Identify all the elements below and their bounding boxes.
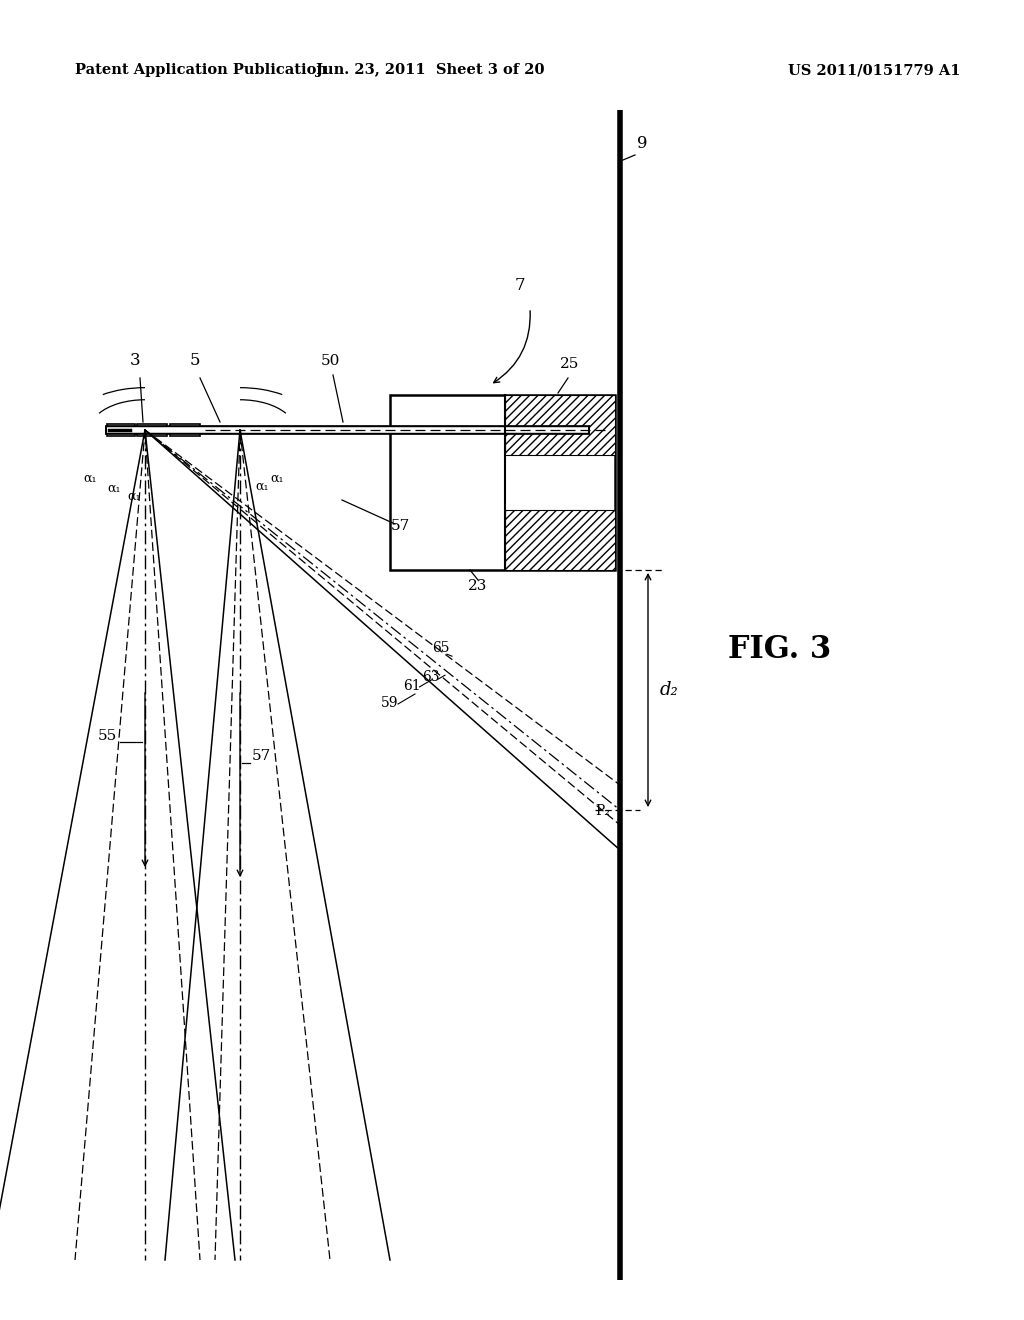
Text: 63: 63 <box>422 671 439 684</box>
Text: Jun. 23, 2011  Sheet 3 of 20: Jun. 23, 2011 Sheet 3 of 20 <box>315 63 544 77</box>
Bar <box>137 424 167 436</box>
Text: P₂: P₂ <box>595 804 610 818</box>
Text: 25: 25 <box>560 356 580 371</box>
Text: Patent Application Publication: Patent Application Publication <box>75 63 327 77</box>
Text: 57: 57 <box>390 519 410 533</box>
Text: 65: 65 <box>432 642 450 655</box>
Text: 23: 23 <box>468 579 487 593</box>
Text: 61: 61 <box>402 678 420 693</box>
Text: 55: 55 <box>97 729 117 743</box>
Text: α₁: α₁ <box>83 473 96 484</box>
Bar <box>390 395 615 570</box>
Text: d₂: d₂ <box>660 681 679 700</box>
Bar <box>106 424 135 436</box>
Text: α₁: α₁ <box>106 482 121 495</box>
Text: US 2011/0151779 A1: US 2011/0151779 A1 <box>787 63 961 77</box>
Text: 3: 3 <box>130 352 140 370</box>
Text: 50: 50 <box>321 354 340 368</box>
Text: FIG. 3: FIG. 3 <box>728 635 831 665</box>
Text: 5: 5 <box>189 352 201 370</box>
Text: α₁: α₁ <box>255 480 268 492</box>
Text: α₁: α₁ <box>270 473 284 484</box>
Text: 59: 59 <box>381 696 398 710</box>
Text: 9: 9 <box>637 135 647 152</box>
Bar <box>505 510 615 570</box>
Text: 57: 57 <box>252 748 271 763</box>
Text: 7: 7 <box>515 277 525 294</box>
FancyArrowPatch shape <box>494 310 530 383</box>
Text: α₁: α₁ <box>127 490 140 503</box>
Bar <box>170 424 200 436</box>
Bar <box>505 395 615 455</box>
